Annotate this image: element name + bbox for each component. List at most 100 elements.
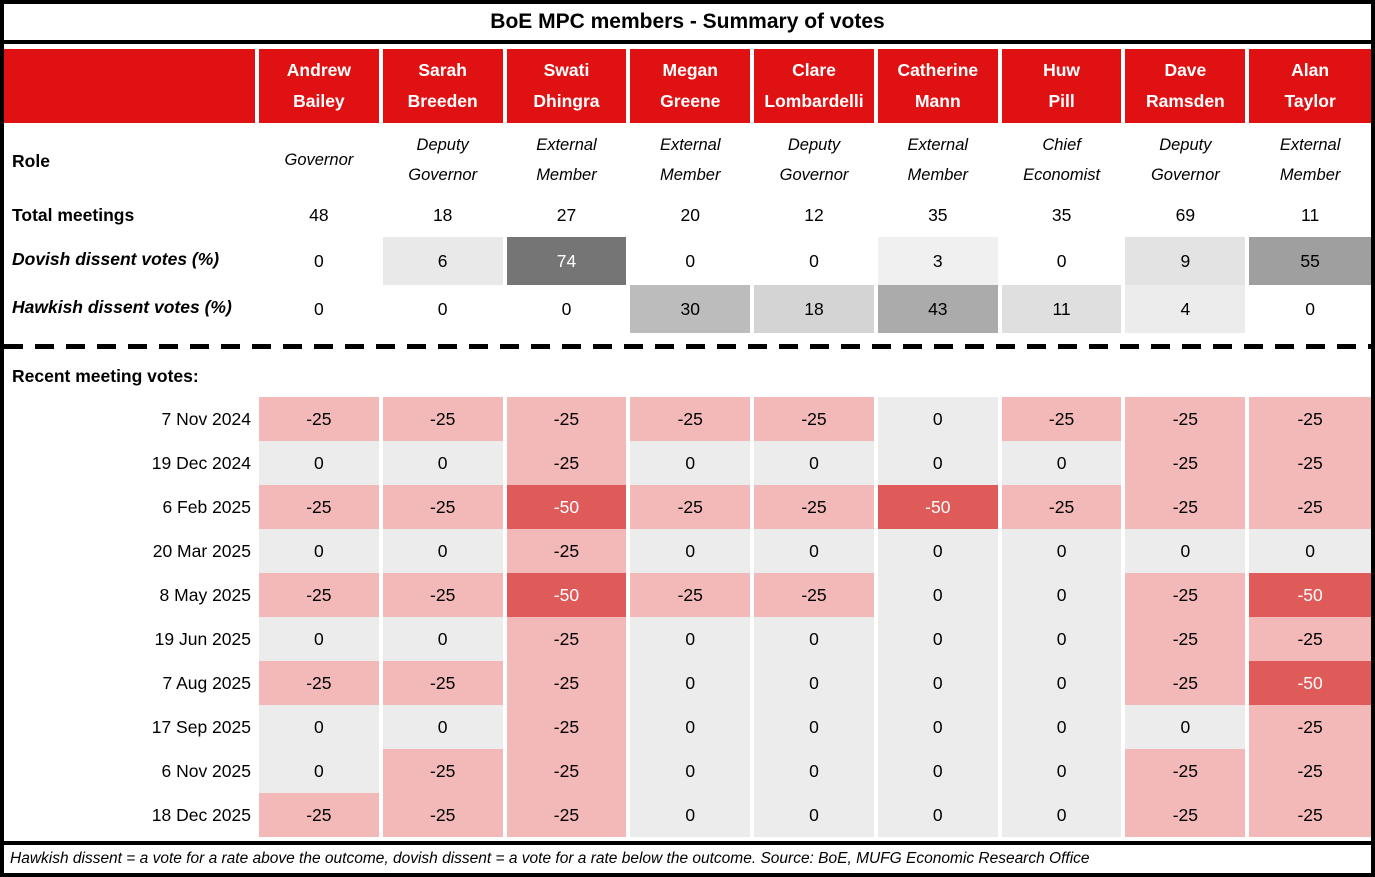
vote-cell: 0 [876, 793, 1000, 837]
vote-cell: -25 [257, 661, 381, 705]
vote-value: 0 [877, 441, 998, 485]
dovish-dissent-cell: 0 [257, 235, 381, 283]
vote-cell: 0 [1000, 793, 1124, 837]
vote-value: -25 [506, 749, 627, 793]
total-meetings-label: Total meetings [12, 204, 135, 225]
vote-value: 0 [754, 661, 874, 705]
vote-cell: 0 [257, 749, 381, 793]
vote-value: 0 [259, 617, 379, 661]
vote-cell: -25 [1247, 749, 1371, 793]
vote-cell: -25 [1000, 397, 1124, 441]
vote-value: -25 [506, 529, 627, 573]
recent-votes-section: Recent meeting votes: [4, 355, 1371, 397]
vote-cell: 0 [1000, 529, 1124, 573]
member-name-header: Clare Lombardelli [752, 49, 876, 123]
vote-cell: -25 [505, 397, 629, 441]
vote-cell: -25 [1123, 793, 1247, 837]
vote-value: -25 [259, 485, 379, 529]
vote-value: -25 [259, 573, 379, 617]
vote-value: -50 [506, 573, 627, 617]
vote-cell: 0 [257, 441, 381, 485]
member-last-name: Bailey [293, 91, 345, 111]
vote-value: 0 [1001, 661, 1122, 705]
hawkish-dissent-cell: 11 [1000, 283, 1124, 333]
meeting-row: 7 Aug 2025 -25 -25 -25 0 0 0 0 -25 -50 [4, 661, 1371, 705]
vote-cell: -25 [752, 397, 876, 441]
vote-value: 0 [382, 617, 503, 661]
member-name-fill: Alan Taylor [1249, 49, 1371, 123]
member-last-name: Breeden [407, 91, 478, 111]
vote-cell: -25 [1123, 397, 1247, 441]
hawkish-dissent-cell: 0 [257, 283, 381, 331]
total-meetings-cell: 20 [628, 195, 752, 235]
vote-cell: -25 [381, 485, 505, 529]
vote-value: 0 [1249, 529, 1371, 573]
total-meetings-value: 69 [1175, 204, 1196, 225]
vote-value: 0 [877, 529, 998, 573]
role-cell: External Member [876, 127, 1000, 195]
vote-cell: -25 [505, 705, 629, 749]
vote-value: -25 [382, 573, 503, 617]
dovish-dissent-value: 3 [877, 237, 998, 285]
dovish-dissent-label: Dovish dissent votes (%) [12, 248, 220, 269]
total-meetings-cell: 27 [505, 195, 629, 235]
vote-cell: 0 [628, 661, 752, 705]
dovish-dissent-value: 0 [809, 250, 819, 271]
meeting-row: 20 Mar 2025 0 0 -25 0 0 0 0 0 0 [4, 529, 1371, 573]
role-text: External Member [1279, 136, 1341, 184]
vote-value: 0 [1001, 617, 1122, 661]
vote-value: 0 [877, 573, 998, 617]
vote-value: 0 [877, 661, 998, 705]
vote-cell: 0 [1000, 441, 1124, 485]
hawkish-dissent-value: 30 [630, 285, 751, 333]
vote-cell: 0 [876, 705, 1000, 749]
vote-value: -25 [259, 793, 379, 837]
vote-value: -25 [506, 397, 627, 441]
meeting-date: 19 Jun 2025 [154, 628, 251, 649]
vote-value: 0 [877, 749, 998, 793]
vote-cell: 0 [381, 441, 505, 485]
total-meetings-cell: 11 [1247, 195, 1371, 235]
member-last-name: Pill [1048, 91, 1075, 111]
vote-value: -25 [506, 441, 627, 485]
total-meetings-row: Total meetings 48 18 27 20 12 35 35 69 11 [4, 195, 1371, 235]
member-last-name: Mann [914, 91, 961, 111]
vote-value: -25 [630, 573, 751, 617]
role-cell: External Member [1247, 127, 1371, 195]
dovish-dissent-cell: 3 [876, 235, 1000, 285]
hawkish-dissent-cell: 0 [1247, 283, 1371, 331]
vote-value: -25 [1125, 661, 1246, 705]
total-meetings-value: 11 [1301, 204, 1320, 225]
total-meetings-value: 35 [928, 204, 948, 225]
dovish-dissent-value: 55 [1249, 237, 1371, 285]
vote-value: 0 [259, 705, 379, 749]
vote-cell: -50 [505, 485, 629, 529]
role-cell: Deputy Governor [381, 127, 505, 195]
vote-value: -25 [1125, 573, 1246, 617]
vote-value: 0 [382, 441, 503, 485]
vote-cell: -25 [381, 397, 505, 441]
role-text: Governor [284, 151, 354, 170]
vote-value: -25 [1249, 485, 1371, 529]
vote-cell: -25 [1247, 793, 1371, 837]
vote-cell: 0 [628, 705, 752, 749]
vote-cell: -25 [1247, 485, 1371, 529]
hawkish-dissent-value: 18 [754, 285, 874, 333]
member-first-name: Megan [662, 60, 718, 81]
recent-votes-label: Recent meeting votes: [12, 365, 199, 386]
hawkish-dissent-cell: 18 [752, 283, 876, 333]
hawkish-dissent-value: 4 [1125, 285, 1246, 333]
vote-value: -25 [1249, 617, 1371, 661]
vote-cell: 0 [628, 749, 752, 793]
role-text: External Member [659, 136, 721, 184]
member-name-fill: Sarah Breeden [382, 49, 503, 123]
vote-cell: 0 [876, 397, 1000, 441]
member-name-header: Huw Pill [1000, 49, 1124, 123]
vote-cell: -25 [1123, 617, 1247, 661]
total-meetings-value: 48 [309, 204, 329, 225]
vote-value: 0 [1125, 529, 1246, 573]
vote-value: -25 [506, 793, 627, 837]
vote-cell: -25 [1000, 485, 1124, 529]
vote-value: -25 [630, 397, 751, 441]
hawkish-dissent-row: Hawkish dissent votes (%) 0 0 0 30 18 43 11 4 0 [4, 283, 1371, 333]
